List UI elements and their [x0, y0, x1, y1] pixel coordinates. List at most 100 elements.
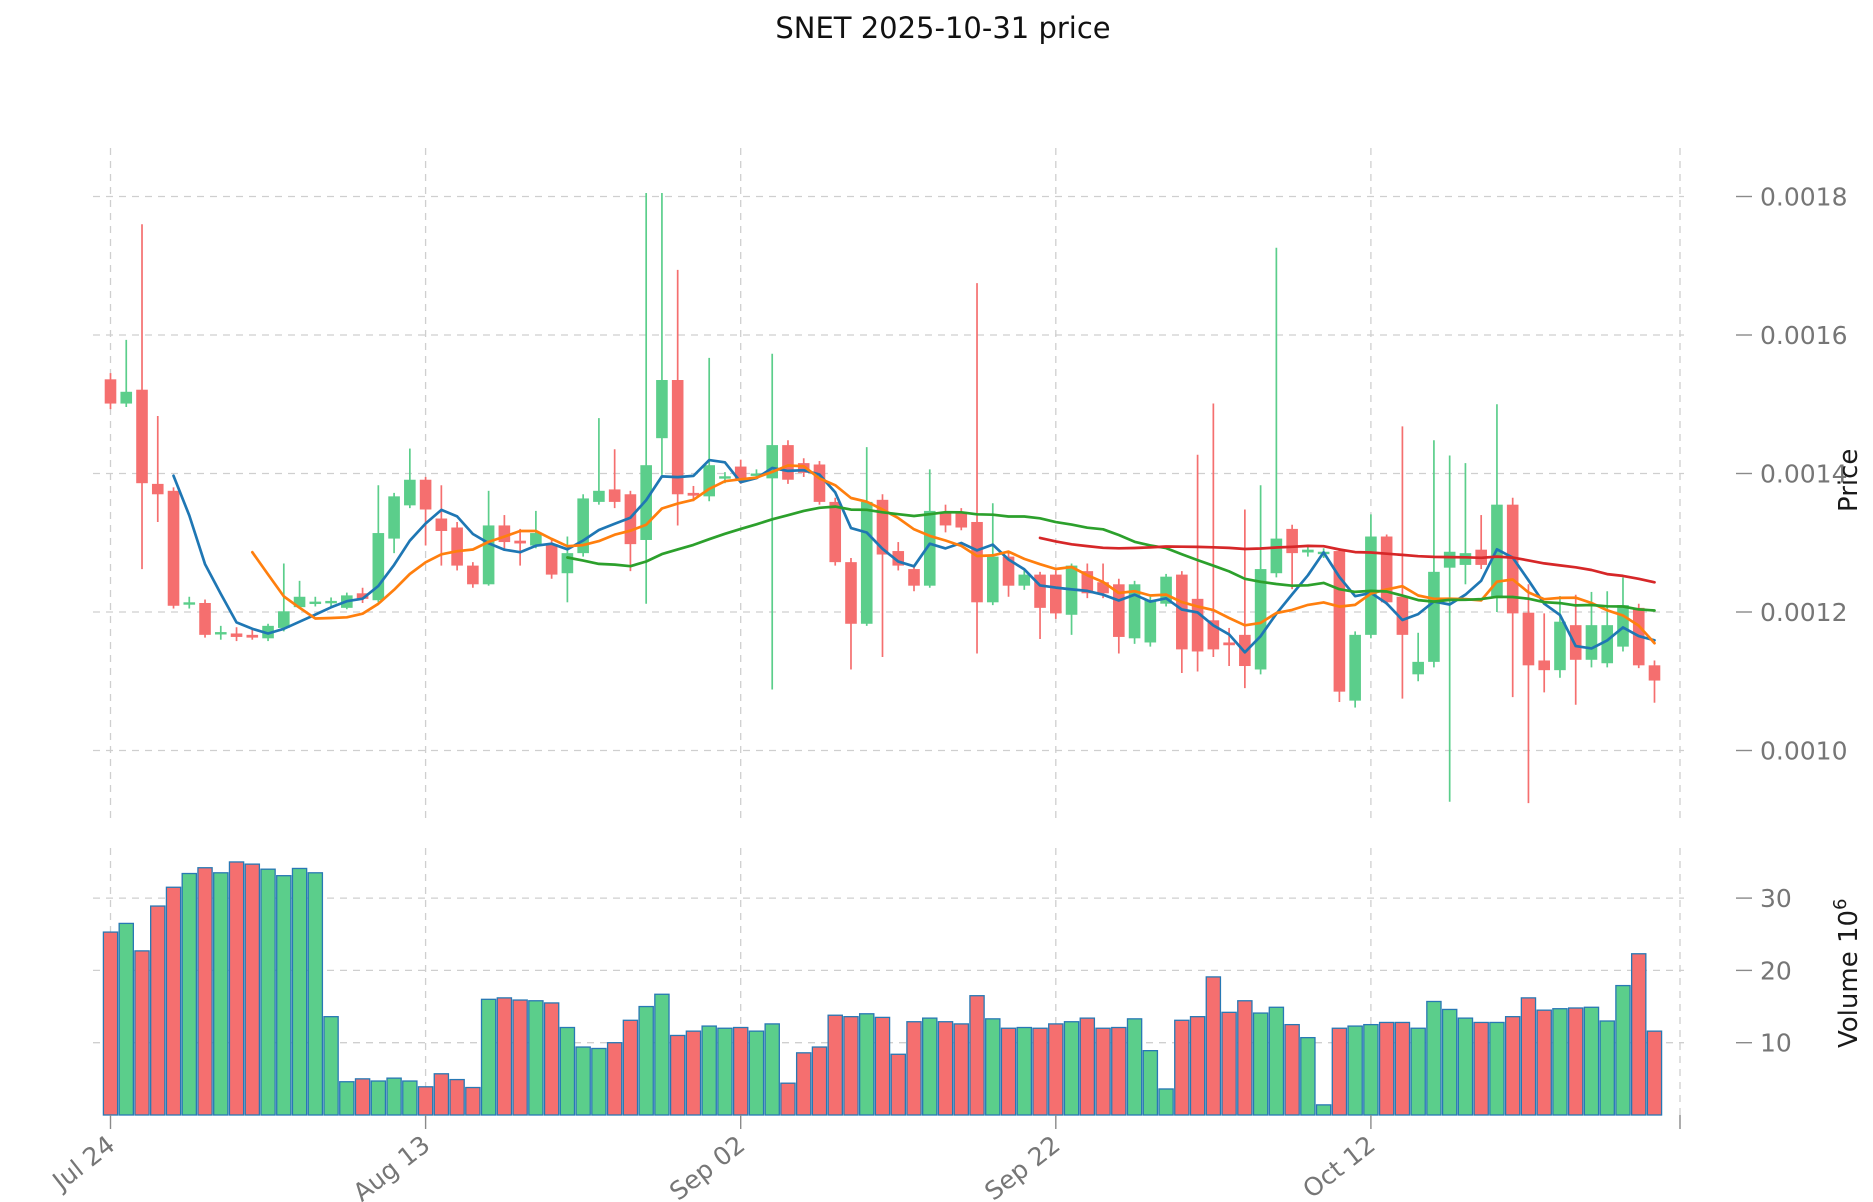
ma10-line — [250, 464, 1656, 645]
candle-body — [388, 496, 400, 539]
volume-bar — [906, 1021, 922, 1116]
volume-bar — [638, 1005, 654, 1116]
volume-bar — [433, 1073, 450, 1116]
candle-body — [1097, 582, 1109, 594]
candle-body — [703, 465, 715, 497]
volume-bar — [1252, 1012, 1269, 1116]
volume-bar — [1394, 1021, 1411, 1116]
candle-body — [971, 521, 983, 603]
ma5-line — [172, 458, 1656, 654]
volume-bar — [922, 1017, 938, 1116]
candle-body — [530, 533, 542, 546]
candle-body — [1176, 574, 1188, 650]
volume-bar — [1174, 1019, 1190, 1116]
volume-bar — [1158, 1088, 1174, 1116]
volume-bar — [134, 950, 150, 1116]
volume-bar — [1630, 953, 1647, 1116]
volume-bar — [496, 997, 513, 1116]
candle-body — [908, 569, 920, 586]
volume-bar — [1615, 984, 1631, 1116]
volume-bar — [1520, 997, 1537, 1116]
volume-bar — [1126, 1018, 1143, 1116]
volume-bar — [465, 1086, 481, 1116]
volume-bar — [402, 1080, 418, 1116]
grid-layer — [93, 148, 1684, 1115]
candle-body — [1396, 596, 1409, 635]
volume-bar — [244, 863, 261, 1116]
candle-body — [1270, 538, 1283, 574]
candle-body — [1443, 551, 1456, 568]
candle-body — [120, 391, 133, 404]
volume-bar — [1032, 1027, 1048, 1116]
volume-bar — [953, 1023, 970, 1116]
volume-bar — [370, 1080, 387, 1116]
volume-bar — [780, 1082, 796, 1116]
candle-body — [451, 527, 463, 566]
candle-body — [845, 562, 857, 624]
candle-body — [671, 380, 684, 495]
candle-body — [1113, 584, 1125, 637]
volume-bar — [213, 872, 229, 1116]
date-tick-label: Oct 12 — [1297, 1130, 1380, 1202]
candle-body — [498, 525, 511, 543]
volume-tick-label: 10 — [1760, 1029, 1792, 1058]
volume-bar — [795, 1052, 812, 1116]
candle-body — [482, 525, 495, 585]
volume-bar — [874, 1016, 891, 1116]
volume-bar — [1300, 1036, 1316, 1116]
candle-body — [1333, 551, 1346, 692]
candle-body — [986, 556, 999, 603]
candle-body — [214, 632, 227, 635]
candle-body — [545, 544, 558, 575]
volume-bar — [1363, 1023, 1379, 1116]
volume-bar — [1016, 1026, 1033, 1116]
candle-body — [199, 602, 211, 635]
candle-body — [892, 551, 905, 566]
ma30-line — [566, 505, 1656, 612]
candle-body — [782, 445, 794, 480]
candle-body — [1223, 642, 1235, 646]
price-tick-label: 0.0012 — [1760, 598, 1847, 627]
candle-body — [1191, 598, 1204, 652]
candle-body — [404, 479, 416, 506]
volume-bar — [685, 1030, 702, 1116]
volume-bar — [276, 875, 292, 1116]
candle-body — [104, 379, 117, 404]
volume-bar — [417, 1086, 434, 1116]
candle-body — [876, 499, 889, 555]
candle-body — [1160, 576, 1172, 604]
volume-bar — [591, 1047, 607, 1116]
candle-body — [608, 489, 621, 502]
volume-bar — [1552, 1008, 1568, 1116]
candle-body — [1617, 605, 1629, 647]
candle-body — [1365, 536, 1377, 635]
candle-body — [1302, 549, 1314, 553]
date-tick-label: Sep 22 — [979, 1130, 1065, 1202]
candle-body — [923, 510, 936, 586]
volume-bar — [197, 867, 213, 1116]
candle-body — [1569, 625, 1582, 660]
volume-bar — [291, 867, 308, 1116]
chart-title: SNET 2025-10-31 price — [775, 11, 1110, 45]
candle-body — [1585, 625, 1598, 660]
candle-body — [1018, 574, 1031, 586]
volume-axis-title: Volume 106 — [1830, 898, 1864, 1048]
price-tick-label: 0.0010 — [1760, 737, 1847, 766]
candle-body — [1538, 660, 1551, 671]
volume-bar — [228, 861, 245, 1116]
candle-body — [750, 473, 763, 476]
volume-bar — [937, 1021, 954, 1116]
volume-bar — [559, 1026, 576, 1116]
volume-bar — [606, 1042, 623, 1116]
candle-body — [1050, 574, 1062, 614]
candle-body — [1002, 556, 1015, 586]
price-axis-title: Price — [1834, 449, 1864, 512]
candle-body — [1428, 571, 1440, 662]
volume-bar — [543, 1002, 560, 1116]
candle-body — [325, 600, 337, 604]
candle-body — [419, 479, 432, 510]
volume-bar — [1504, 1016, 1521, 1116]
candle-body — [435, 518, 448, 531]
moving-average-lines-layer — [172, 458, 1656, 654]
